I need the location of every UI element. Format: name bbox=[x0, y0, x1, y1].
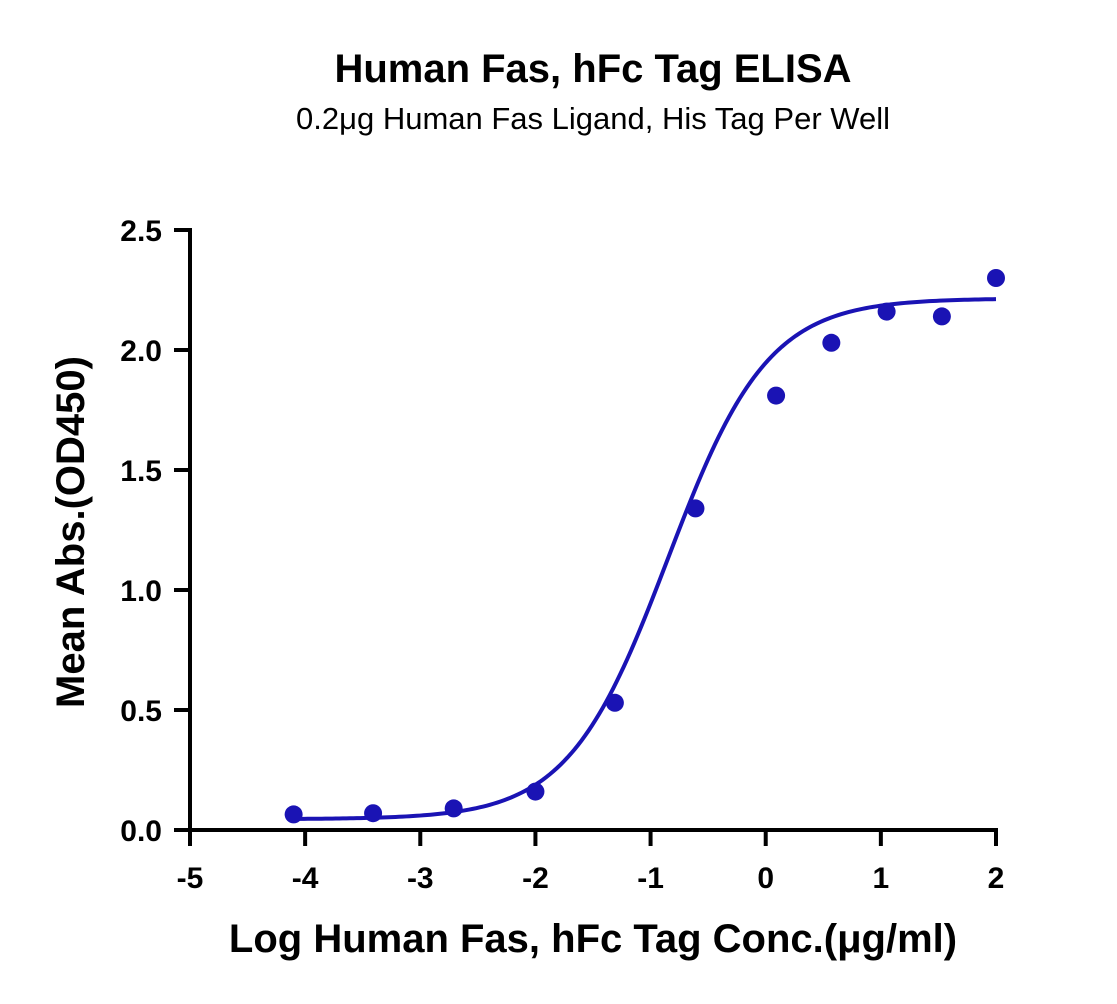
data-point bbox=[932, 307, 951, 326]
y-axis-ticks: 0.0 0.5 1.0 1.5 2.0 2.5 bbox=[120, 215, 190, 848]
x-tick-label: -5 bbox=[177, 862, 204, 895]
y-tick-label: 0.5 bbox=[120, 695, 162, 728]
y-tick-label: 2.5 bbox=[120, 215, 162, 248]
data-points bbox=[284, 269, 1005, 824]
data-point bbox=[364, 804, 383, 823]
data-point bbox=[605, 693, 624, 712]
y-axis-label: Mean Abs.(OD450) bbox=[49, 356, 93, 708]
data-point bbox=[284, 805, 303, 824]
y-tick-label: 2.0 bbox=[120, 335, 162, 368]
x-tick-label: -1 bbox=[637, 862, 664, 895]
fit-curve bbox=[293, 297, 997, 821]
chart-subtitle: 0.2μg Human Fas Ligand, His Tag Per Well bbox=[296, 101, 890, 136]
x-axis-ticks: -5 -4 -3 -2 -1 0 1 2 bbox=[177, 830, 1005, 895]
x-tick-label: 2 bbox=[988, 862, 1005, 895]
x-tick-label: 0 bbox=[757, 862, 774, 895]
data-point bbox=[767, 386, 786, 405]
data-point bbox=[686, 499, 705, 518]
data-point bbox=[987, 269, 1005, 287]
x-tick-label: 1 bbox=[873, 862, 890, 895]
x-tick-label: -4 bbox=[292, 862, 319, 895]
x-axis-label: Log Human Fas, hFc Tag Conc.(μg/ml) bbox=[229, 917, 957, 961]
x-tick-label: -2 bbox=[522, 862, 549, 895]
y-tick-label: 1.5 bbox=[120, 455, 162, 488]
data-point bbox=[444, 799, 463, 818]
x-tick-label: -3 bbox=[407, 862, 434, 895]
chart-title: Human Fas, hFc Tag ELISA bbox=[334, 47, 851, 91]
data-point bbox=[877, 302, 896, 321]
data-point bbox=[822, 333, 841, 352]
y-tick-label: 1.0 bbox=[120, 575, 162, 608]
data-point bbox=[526, 782, 545, 801]
y-tick-label: 0.0 bbox=[120, 815, 162, 848]
